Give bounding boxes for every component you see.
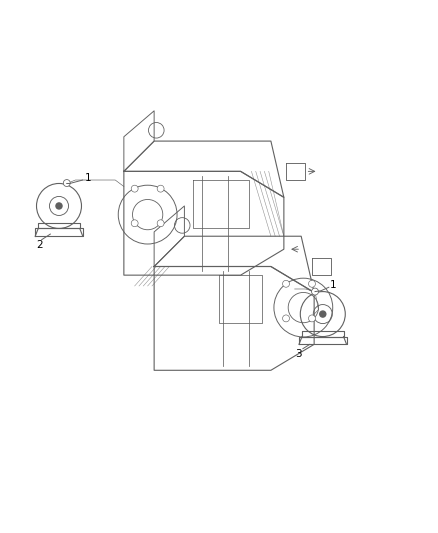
Circle shape: [283, 315, 290, 322]
Circle shape: [157, 220, 164, 227]
Circle shape: [308, 315, 315, 322]
Text: 2: 2: [36, 240, 43, 250]
Text: 1: 1: [85, 173, 91, 183]
Circle shape: [56, 203, 62, 209]
Circle shape: [64, 180, 70, 187]
Circle shape: [131, 220, 138, 227]
Circle shape: [308, 280, 315, 287]
Circle shape: [311, 288, 318, 295]
Circle shape: [320, 311, 326, 317]
Circle shape: [157, 185, 164, 192]
Circle shape: [283, 280, 290, 287]
Text: 1: 1: [330, 280, 337, 290]
Circle shape: [131, 185, 138, 192]
Text: 3: 3: [295, 349, 301, 359]
